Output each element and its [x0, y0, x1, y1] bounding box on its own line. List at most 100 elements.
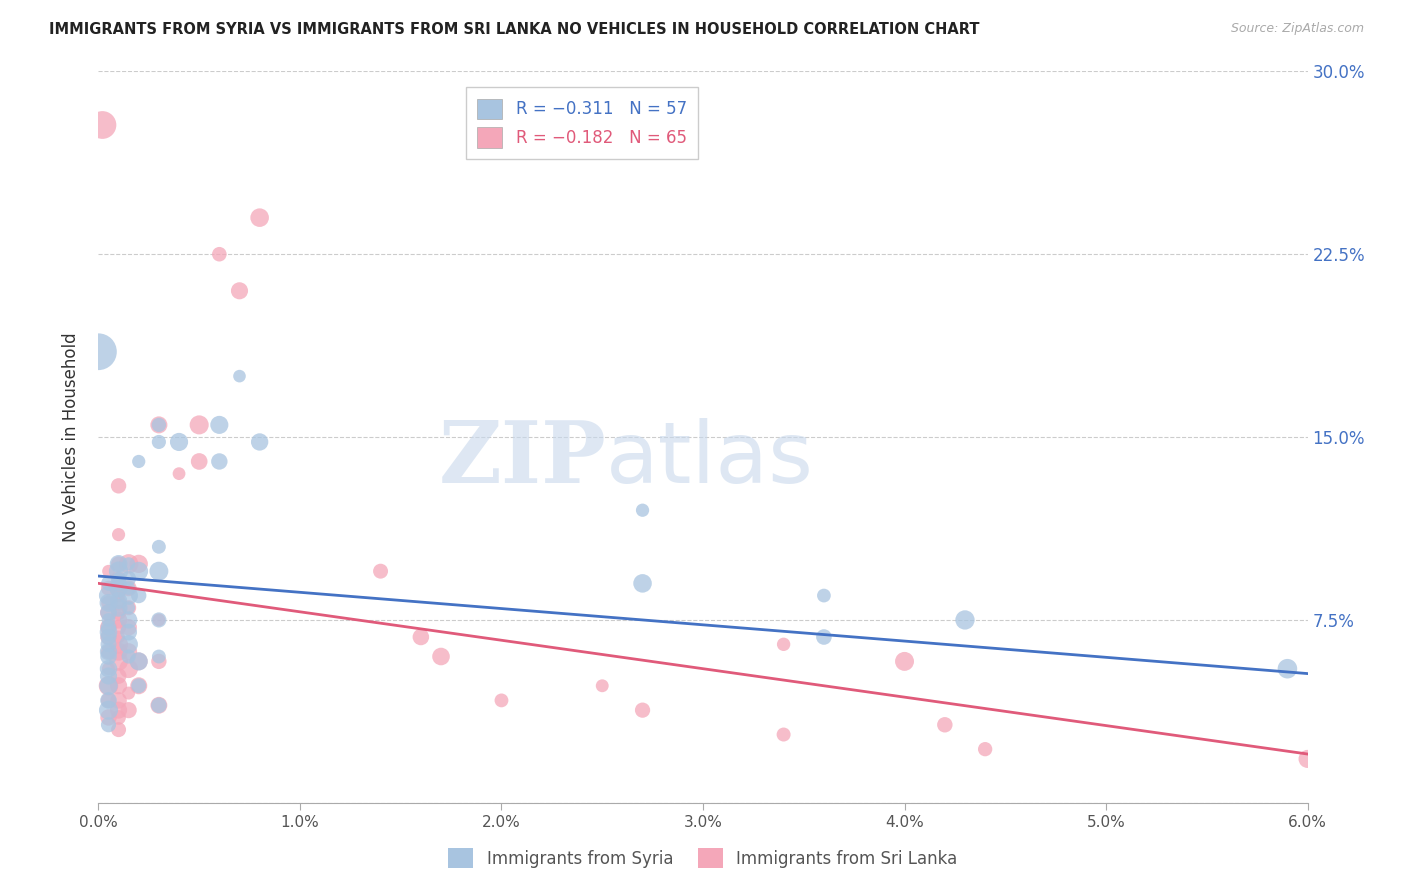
Point — [228, 284, 250, 298]
Point — [97, 606, 120, 620]
Point — [107, 703, 129, 717]
Point — [148, 613, 170, 627]
Text: ZIP: ZIP — [439, 417, 606, 501]
Text: atlas: atlas — [606, 417, 814, 500]
Point — [128, 679, 150, 693]
Point — [107, 630, 129, 644]
Point — [1277, 662, 1299, 676]
Point — [97, 620, 120, 634]
Point — [107, 581, 129, 595]
Point — [97, 589, 120, 603]
Point — [249, 434, 271, 449]
Point — [97, 637, 120, 651]
Point — [107, 723, 129, 737]
Point — [97, 649, 120, 664]
Point — [118, 662, 141, 676]
Point — [370, 564, 392, 578]
Point — [208, 454, 231, 468]
Point — [97, 662, 120, 676]
Y-axis label: No Vehicles in Household: No Vehicles in Household — [62, 332, 80, 542]
Point — [107, 589, 129, 603]
Point — [107, 669, 129, 683]
Point — [97, 630, 120, 644]
Point — [188, 454, 211, 468]
Point — [118, 686, 141, 700]
Point — [228, 369, 250, 384]
Point — [430, 649, 453, 664]
Point — [97, 693, 120, 707]
Point — [97, 596, 120, 610]
Text: Source: ZipAtlas.com: Source: ZipAtlas.com — [1230, 22, 1364, 36]
Point — [118, 625, 141, 640]
Point — [97, 620, 120, 634]
Point — [118, 600, 141, 615]
Point — [208, 417, 231, 432]
Point — [107, 527, 129, 541]
Point — [97, 625, 120, 640]
Point — [813, 630, 835, 644]
Point — [974, 742, 997, 756]
Point — [148, 564, 170, 578]
Point — [107, 620, 129, 634]
Point — [118, 581, 141, 595]
Point — [148, 434, 170, 449]
Point — [97, 662, 120, 676]
Point — [118, 637, 141, 651]
Point — [128, 589, 150, 603]
Point — [118, 613, 141, 627]
Point — [128, 454, 150, 468]
Point — [107, 572, 129, 586]
Point — [107, 593, 129, 607]
Point — [249, 211, 271, 225]
Point — [591, 679, 613, 693]
Point — [107, 557, 129, 571]
Point — [107, 572, 129, 586]
Point — [118, 600, 141, 615]
Point — [128, 557, 150, 571]
Point — [107, 606, 129, 620]
Point — [118, 645, 141, 659]
Point — [97, 564, 120, 578]
Point — [97, 693, 120, 707]
Point — [631, 576, 654, 591]
Point — [772, 637, 794, 651]
Point — [118, 649, 141, 664]
Point — [631, 503, 654, 517]
Point — [813, 589, 835, 603]
Point — [148, 649, 170, 664]
Point — [148, 540, 170, 554]
Point — [128, 654, 150, 668]
Point — [97, 606, 120, 620]
Point — [97, 703, 120, 717]
Point — [118, 589, 141, 603]
Point — [118, 557, 141, 571]
Point — [97, 645, 120, 659]
Point — [409, 630, 432, 644]
Point — [107, 710, 129, 724]
Point — [107, 693, 129, 707]
Point — [491, 693, 513, 707]
Point — [893, 654, 915, 668]
Point — [167, 467, 190, 481]
Point — [97, 581, 120, 595]
Point — [97, 679, 120, 693]
Point — [87, 344, 110, 359]
Point — [953, 613, 976, 627]
Point — [118, 581, 141, 595]
Legend: Immigrants from Syria, Immigrants from Sri Lanka: Immigrants from Syria, Immigrants from S… — [441, 841, 965, 875]
Point — [107, 581, 129, 595]
Point — [107, 637, 129, 651]
Point — [107, 479, 129, 493]
Point — [97, 645, 120, 659]
Point — [118, 620, 141, 634]
Point — [118, 572, 141, 586]
Point — [97, 669, 120, 683]
Point — [107, 557, 129, 571]
Point — [107, 645, 129, 659]
Point — [107, 613, 129, 627]
Point — [97, 613, 120, 627]
Point — [97, 576, 120, 591]
Point — [97, 710, 120, 724]
Point — [208, 247, 231, 261]
Point — [107, 576, 129, 591]
